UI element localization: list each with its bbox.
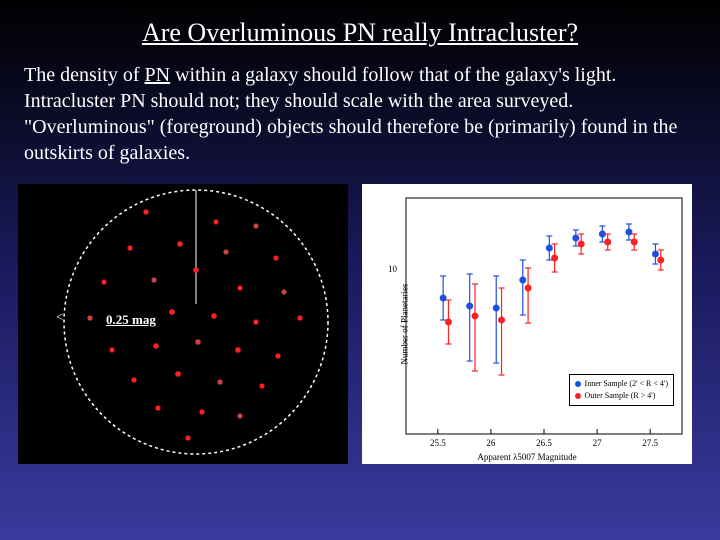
left-figure-spatial: < 0.25 mag bbox=[18, 184, 348, 464]
right-figure-chart: 25.5 26 26.5 27 27.5 Number of Planetaries A… bbox=[362, 184, 692, 464]
svg-text:27: 27 bbox=[593, 438, 603, 448]
body-paragraph: The density of PN within a galaxy should… bbox=[0, 48, 720, 176]
y-tick-10: 10 bbox=[388, 264, 397, 274]
legend-inner: Inner Sample (2' < R < 4') bbox=[575, 378, 668, 390]
x-axis-label: Apparent λ5007 Magnitude bbox=[477, 452, 576, 462]
figures-row: < 0.25 mag 25.5 26 26.5 27 27.5 Number of Pl… bbox=[0, 176, 720, 464]
legend-label-inner: Inner Sample (2' < R < 4') bbox=[585, 378, 668, 390]
label-025-mag: 0.25 mag bbox=[106, 312, 156, 328]
svg-text:26: 26 bbox=[486, 438, 496, 448]
left-svg: < bbox=[18, 184, 348, 464]
pn-underline-1: PN bbox=[145, 64, 171, 86]
legend-outer: Outer Sample (R > 4') bbox=[575, 390, 668, 402]
legend-label-outer: Outer Sample (R > 4') bbox=[585, 390, 656, 402]
legend-dot-inner bbox=[575, 381, 581, 387]
slide-title: Are Overluminous PN really Intracluster? bbox=[0, 0, 720, 48]
legend-dot-outer bbox=[575, 393, 581, 399]
svg-text:25.5: 25.5 bbox=[430, 438, 446, 448]
y-axis-label: Number of Planetaries bbox=[399, 284, 409, 365]
svg-text:27.5: 27.5 bbox=[642, 438, 658, 448]
legend-box: Inner Sample (2' < R < 4') Outer Sample … bbox=[569, 374, 674, 406]
right-svg: 25.5 26 26.5 27 27.5 bbox=[362, 184, 692, 452]
svg-text:<: < bbox=[56, 309, 63, 324]
svg-text:26.5: 26.5 bbox=[536, 438, 552, 448]
